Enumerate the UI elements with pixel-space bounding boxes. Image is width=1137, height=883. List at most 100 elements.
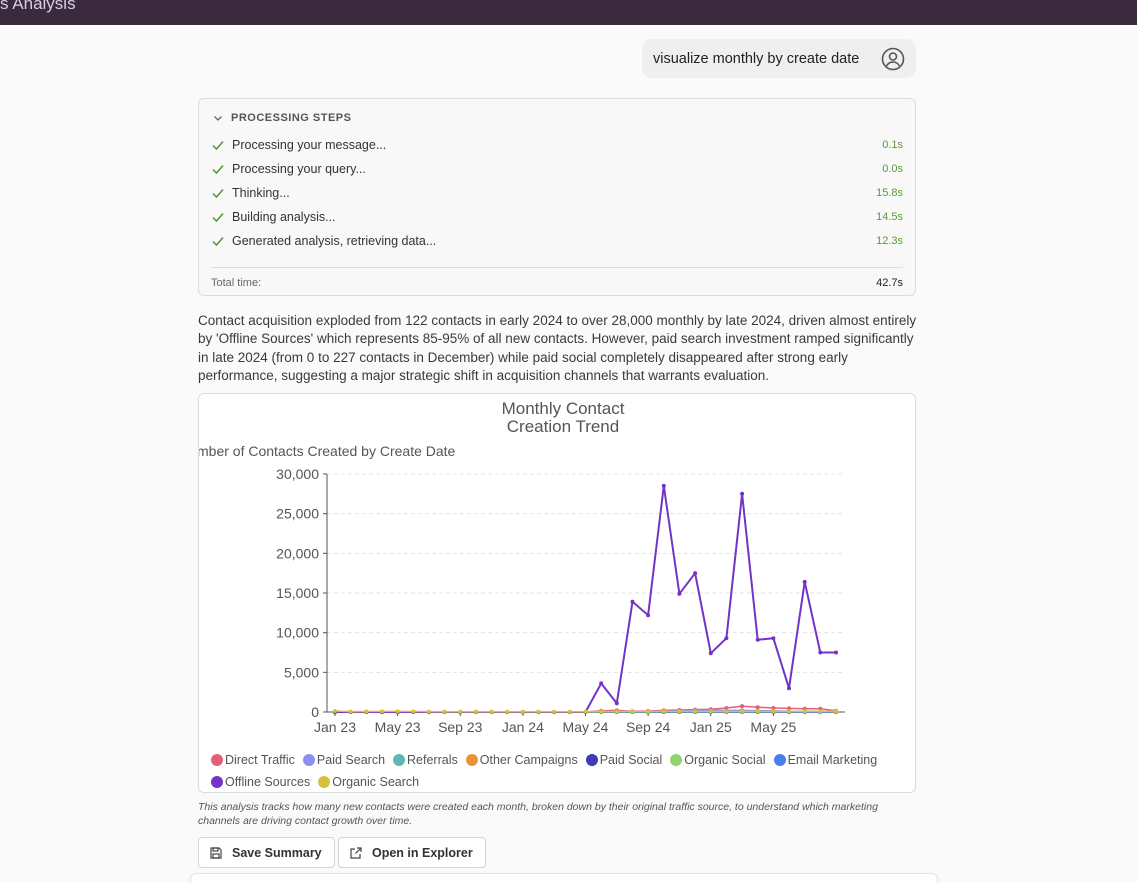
legend-item[interactable]: Offline Sources <box>211 774 310 790</box>
save-summary-label: Save Summary <box>232 845 322 860</box>
data-point <box>442 709 447 714</box>
total-time-value: 42.7s <box>876 277 903 289</box>
data-point <box>818 709 823 714</box>
processing-step-time: 15.8s <box>876 187 903 199</box>
legend-label: Paid Social <box>599 753 663 767</box>
legend-label: Organic Search <box>332 775 420 789</box>
data-point <box>771 709 776 714</box>
data-point <box>552 709 557 714</box>
data-point <box>693 571 698 576</box>
data-point <box>646 709 651 714</box>
legend-item[interactable]: Organic Social <box>670 752 766 768</box>
data-point <box>411 709 416 714</box>
data-point <box>787 709 791 714</box>
legend-swatch <box>773 754 786 766</box>
x-tick-label: May 24 <box>563 719 609 735</box>
legend-swatch <box>670 754 683 766</box>
data-point <box>740 709 745 714</box>
data-point <box>818 650 823 655</box>
save-icon <box>210 846 222 859</box>
legend-item[interactable]: Referrals <box>393 752 458 768</box>
processing-steps-panel: PROCESSING STEPS Processing your message… <box>198 98 916 296</box>
legend-label: Direct Traffic <box>225 753 295 767</box>
user-message-text: visualize monthly by create date <box>653 50 860 67</box>
data-point <box>802 579 807 584</box>
data-point <box>614 701 619 706</box>
data-point <box>426 709 431 714</box>
data-point <box>740 704 745 709</box>
processing-step: Building analysis... 14.5s <box>211 207 903 227</box>
processing-step-label: Building analysis... <box>232 210 336 224</box>
legend-swatch <box>585 754 598 766</box>
y-tick-label: 0 <box>311 704 319 720</box>
data-point <box>583 709 588 714</box>
data-point <box>677 591 682 596</box>
data-point <box>834 650 838 655</box>
x-tick-label: Sep 24 <box>626 719 671 735</box>
processing-step: Processing your query... 0.0s <box>211 159 903 179</box>
data-point <box>834 709 838 714</box>
data-point <box>567 709 572 714</box>
data-point <box>755 709 760 714</box>
user-message-bubble: visualize monthly by create date <box>642 39 916 78</box>
total-time-row: Total time: 42.7s <box>211 267 903 289</box>
processing-step-label: Thinking... <box>232 186 290 200</box>
legend-item[interactable]: Paid Social <box>585 752 663 768</box>
data-point <box>677 709 682 714</box>
data-point <box>520 709 525 714</box>
legend-label: Paid Search <box>316 753 386 767</box>
legend-item[interactable]: Other Campaigns <box>465 752 578 768</box>
legend-swatch <box>211 754 223 766</box>
y-axis-label: mber of Contacts Created by Create Date <box>199 443 456 459</box>
x-tick-label: Jan 25 <box>690 719 732 735</box>
y-tick-label: 20,000 <box>276 545 319 561</box>
processing-steps-header: PROCESSING STEPS <box>231 112 352 124</box>
x-tick-label: May 25 <box>750 719 796 735</box>
legend-label: Other Campaigns <box>479 753 578 767</box>
open-in-explorer-button[interactable]: Open in Explorer <box>338 837 486 868</box>
data-point <box>708 709 713 714</box>
data-point <box>661 709 666 714</box>
data-point <box>630 599 635 604</box>
legend-item[interactable]: Paid Search <box>302 752 386 768</box>
chevron-down-icon <box>214 116 222 121</box>
processing-steps-toggle[interactable]: PROCESSING STEPS <box>213 112 351 124</box>
x-tick-label: May 23 <box>375 719 421 735</box>
analysis-summary: Contact acquisition exploded from 122 co… <box>198 313 917 384</box>
save-summary-button[interactable]: Save Summary <box>198 837 335 868</box>
data-point <box>646 613 651 618</box>
legend-swatch <box>393 754 406 766</box>
data-point <box>505 709 510 714</box>
series-line <box>335 485 836 713</box>
check-icon <box>212 213 224 223</box>
data-point <box>333 709 337 713</box>
data-point <box>599 681 604 686</box>
y-tick-label: 10,000 <box>276 625 319 641</box>
data-point <box>395 709 400 714</box>
y-tick-label: 5,000 <box>284 664 319 680</box>
data-point <box>536 709 541 714</box>
x-tick-label: Sep 23 <box>438 719 483 735</box>
legend-item[interactable]: Organic Search <box>318 774 419 790</box>
legend-swatch <box>211 776 223 788</box>
data-point <box>802 709 807 714</box>
x-tick-label: Jan 23 <box>314 719 356 735</box>
chart-caption: This analysis tracks how many new contac… <box>198 801 878 827</box>
data-point <box>787 686 791 691</box>
legend-item[interactable]: Email Marketing <box>773 752 878 768</box>
y-tick-label: 30,000 <box>276 466 319 482</box>
legend-label: Email Marketing <box>787 753 878 767</box>
chart-card: Monthly Contact Creation Trend mber of Con… <box>198 393 916 793</box>
check-icon <box>212 141 224 151</box>
data-point <box>380 709 384 714</box>
processing-step: Processing your message... 0.1s <box>211 135 903 155</box>
legend-item[interactable]: Direct Traffic <box>211 752 295 768</box>
data-point <box>724 709 729 714</box>
x-tick-label: Jan 24 <box>502 719 544 735</box>
legend-label: Offline Sources <box>225 775 311 789</box>
processing-step: Generated analysis, retrieving data... 12… <box>211 231 903 251</box>
legend-label: Organic Social <box>684 753 766 767</box>
processing-step-label: Generated analysis, retrieving data... <box>232 234 437 248</box>
app-title: s Analysis <box>0 0 76 13</box>
